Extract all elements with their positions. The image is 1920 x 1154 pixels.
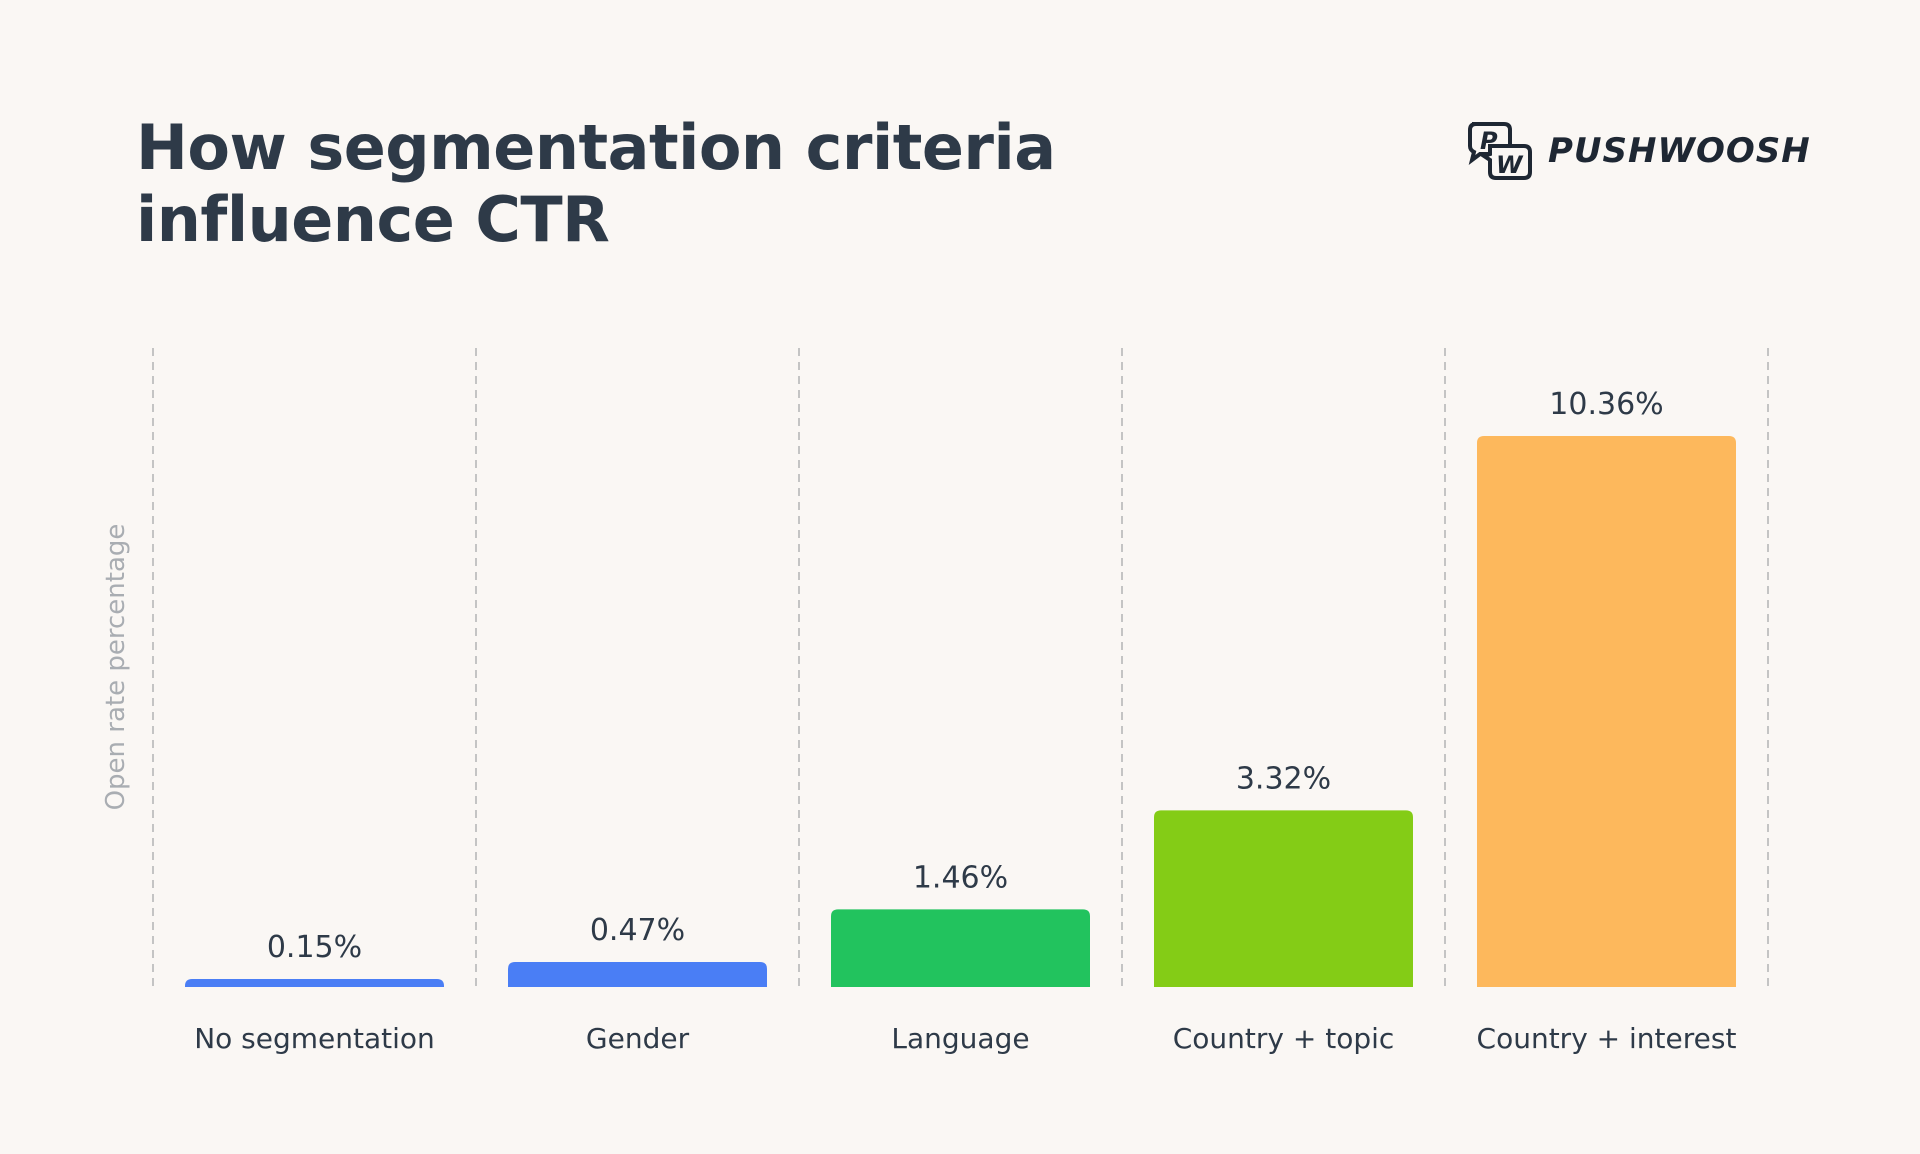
data-label: 3.32% — [1236, 761, 1331, 796]
category-label: Country + interest — [1477, 1022, 1737, 1055]
data-label: 1.46% — [913, 860, 1008, 895]
data-label: 0.47% — [590, 913, 685, 948]
logo-text: PUSHWOOSH — [1548, 131, 1811, 171]
bar — [185, 979, 444, 987]
pushwoosh-logo-icon: P W — [1468, 122, 1532, 180]
category-label: No segmentation — [194, 1022, 435, 1055]
pushwoosh-logo: P W PUSHWOOSH — [1466, 120, 1811, 182]
bar — [508, 962, 767, 987]
data-label: 10.36% — [1549, 387, 1663, 422]
bar — [1154, 810, 1413, 987]
category-label: Country + topic — [1173, 1022, 1395, 1055]
svg-text:W: W — [1496, 151, 1524, 179]
chart-title: How segmentation criteria influence CTR — [136, 111, 1056, 256]
bar — [1477, 436, 1736, 987]
category-label: Gender — [586, 1022, 690, 1055]
category-label: Language — [891, 1022, 1029, 1055]
data-label: 0.15% — [267, 930, 362, 965]
bar — [831, 909, 1090, 987]
